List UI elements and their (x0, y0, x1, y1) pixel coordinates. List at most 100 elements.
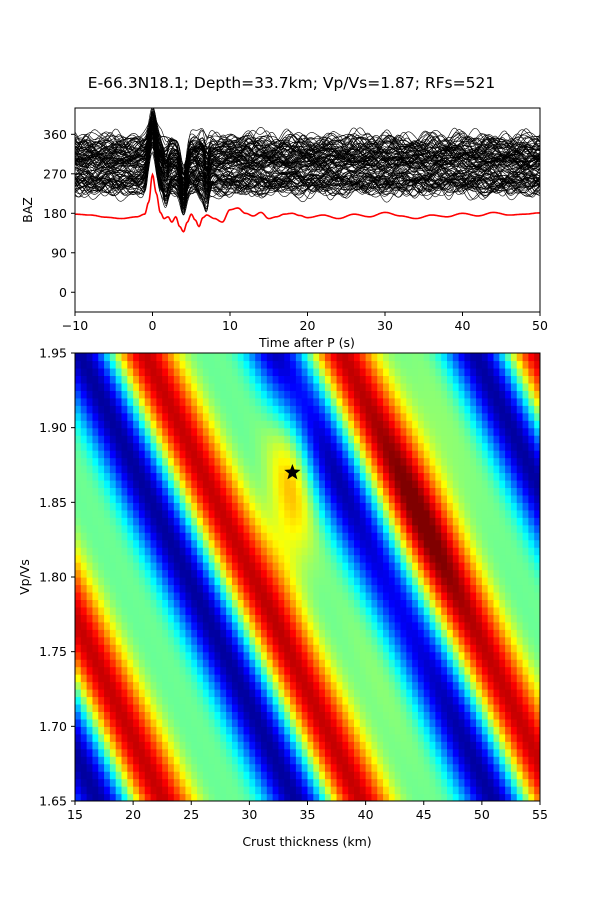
hk-heatmap-cell (284, 450, 291, 459)
hk-heatmap-cell (237, 778, 245, 787)
hk-heatmap-cell (237, 562, 245, 571)
hk-heatmap-cell (313, 733, 320, 742)
hk-heatmap-cell (220, 771, 227, 780)
rf-y-tick-label: 180 (43, 206, 67, 221)
hk-heatmap-cell (231, 763, 239, 772)
hk-heatmap-cell (476, 711, 483, 720)
hk-heatmap-cell (441, 726, 448, 735)
hk-heatmap-cell (481, 539, 489, 548)
hk-heatmap-cell (127, 703, 134, 712)
hk-heatmap-cell (197, 524, 204, 533)
hk-heatmap-cell (109, 412, 117, 421)
rf-trace-line (75, 134, 540, 213)
hk-heatmap-cell (412, 666, 419, 675)
hk-heatmap-cell (255, 674, 262, 683)
hk-heatmap-cell (383, 397, 390, 406)
hk-heatmap-cell (109, 636, 117, 645)
hk-heatmap-cell (452, 711, 460, 720)
hk-heatmap-cell (516, 771, 524, 780)
hk-heatmap-cell (365, 748, 373, 757)
hk-heatmap-cell (226, 674, 233, 683)
hk-heatmap-cell (319, 442, 326, 451)
hk-heatmap-cell (226, 397, 233, 406)
hk-heatmap-cell (208, 689, 216, 698)
hk-heatmap-cell (104, 726, 111, 735)
hk-heatmap-cell (191, 524, 198, 533)
hk-heatmap-cell (400, 547, 407, 556)
hk-heatmap-cell (173, 726, 181, 735)
hk-heatmap-cell (336, 584, 343, 593)
hk-heatmap-cell (493, 786, 500, 795)
hk-heatmap-cell (458, 771, 466, 780)
hk-heatmap-cell (510, 427, 518, 436)
hk-heatmap-cell (237, 472, 245, 481)
hk-heatmap-cell (133, 778, 140, 787)
hk-heatmap-cell (528, 644, 535, 653)
hk-heatmap-cell (278, 554, 285, 563)
hk-heatmap-cell (359, 659, 367, 668)
hk-heatmap-cell (487, 517, 495, 526)
hk-heatmap-cell (127, 681, 134, 690)
hk-heatmap-cell (348, 621, 355, 630)
hk-heatmap-cell (290, 636, 297, 645)
hk-heatmap-cell (505, 756, 512, 765)
hk-heatmap-cell (127, 494, 134, 503)
hk-heatmap-cell (400, 450, 407, 459)
hk-heatmap-cell (417, 390, 425, 399)
hk-heatmap-cell (168, 756, 175, 765)
hk-heatmap-cell (377, 741, 384, 750)
hk-heatmap-cell (470, 435, 477, 444)
hk-heatmap-cell (191, 360, 198, 369)
hk-heatmap-cell (307, 674, 314, 683)
hk-heatmap-cell (133, 382, 140, 391)
hk-heatmap-cell (173, 487, 181, 496)
hk-heatmap-cell (510, 457, 518, 466)
hk-heatmap-cell (272, 562, 280, 571)
hk-heatmap-cell (220, 674, 227, 683)
hk-heatmap-cell (510, 360, 518, 369)
hk-heatmap-cell (441, 681, 448, 690)
hk-heatmap-cell (417, 756, 425, 765)
hk-heatmap-cell (458, 614, 466, 623)
hk-heatmap-cell (197, 696, 204, 705)
hk-heatmap-cell (162, 606, 169, 615)
hk-heatmap-cell (458, 450, 466, 459)
hk-heatmap-cell (394, 771, 402, 780)
hk-heatmap-cell (470, 778, 477, 787)
hk-heatmap-cell (156, 756, 163, 765)
hk-heatmap-cell (400, 674, 407, 683)
hk-heatmap-cell (470, 726, 477, 735)
hk-heatmap-cell (377, 420, 384, 429)
hk-heatmap-cell (185, 711, 192, 720)
hk-heatmap-cell (208, 651, 216, 660)
hk-heatmap-cell (435, 405, 442, 414)
hk-heatmap-cell (447, 397, 454, 406)
hk-heatmap-cell (197, 786, 204, 795)
hk-heatmap-cell (528, 599, 535, 608)
hk-heatmap-cell (104, 487, 111, 496)
hk-heatmap-cell (80, 382, 88, 391)
hk-heatmap-cell (499, 494, 506, 503)
hk-heatmap-cell (92, 644, 99, 653)
hk-heatmap-cell (86, 360, 94, 369)
hk-heatmap-cell (266, 711, 274, 720)
hk-heatmap-cell (249, 509, 256, 518)
hk-heatmap-cell (86, 718, 94, 727)
hk-heatmap-cell (168, 524, 175, 533)
hk-heatmap-cell (208, 375, 216, 384)
hk-heatmap-cell (354, 771, 361, 780)
hk-heatmap-cell (191, 577, 198, 586)
hk-heatmap-cell (377, 644, 384, 653)
hk-heatmap-cell (412, 450, 419, 459)
hk-heatmap-cell (261, 651, 268, 660)
hk-heatmap-cell (127, 786, 134, 795)
hk-heatmap-cell (272, 457, 280, 466)
hk-heatmap-cell (208, 621, 216, 630)
hk-heatmap-cell (144, 412, 152, 421)
hk-heatmap-cell (342, 711, 349, 720)
hk-heatmap-cell (330, 487, 338, 496)
hk-heatmap-cell (249, 472, 256, 481)
hk-heatmap-cell (534, 375, 540, 384)
hk-heatmap-cell (231, 703, 239, 712)
hk-heatmap-cell (301, 427, 309, 436)
